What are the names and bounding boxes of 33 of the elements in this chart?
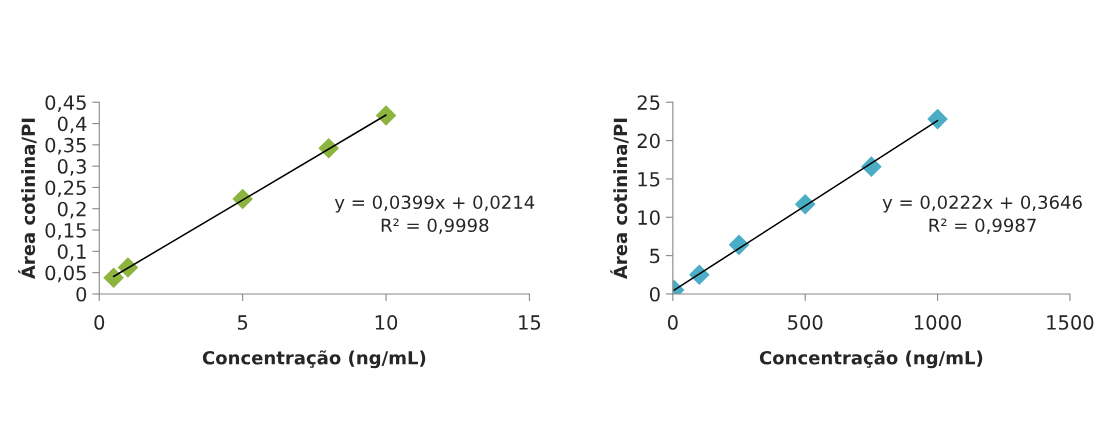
y-tick-label: 0,25: [45, 180, 86, 198]
y-tick-label: 0,2: [57, 201, 86, 219]
y-tick-label: 0,45: [45, 95, 86, 112]
y-axis-title: Área cotinina/PI: [610, 118, 629, 280]
y-tick-label: 0,05: [45, 265, 86, 283]
y-tick-label: 10: [638, 210, 660, 225]
y-tick-label: 0: [649, 286, 660, 302]
x-tick-label: 15: [519, 315, 541, 330]
point: [103, 267, 124, 289]
y-tick-label: 25: [637, 95, 660, 110]
x-axis-title: Concentração (ng/mL): [202, 350, 426, 369]
y-tick-label: 0,1: [57, 244, 86, 261]
y-tick-label: 0,4: [57, 116, 87, 134]
y-axis-title: Área cotinina/PI: [18, 118, 37, 280]
y-tick-label: 5: [650, 248, 660, 264]
y-tick-label: 0,35: [45, 137, 86, 155]
x-tick-label: 1500: [1047, 315, 1094, 330]
x-tick-label: 0: [94, 315, 105, 330]
y-tick-label: 0,3: [57, 159, 86, 176]
annotation: R² = 0,9987: [929, 218, 1036, 234]
y-tick-label: 0: [76, 286, 87, 302]
annotation: y = 0,0399x + 0,0214: [334, 195, 535, 213]
y-tick-label: 0,15: [45, 223, 86, 240]
x-tick-label: 500: [788, 315, 823, 330]
y-tick-label: 15: [638, 172, 660, 187]
annotation: y = 0,0222x + 0,3646: [882, 195, 1082, 213]
annotation: R² = 0,9998: [381, 218, 489, 234]
x-axis-title: Concentração (ng/mL): [759, 350, 983, 369]
x-tick-label: 5: [237, 315, 248, 330]
x-tick-label: 1000: [914, 315, 961, 330]
x-tick-label: 0: [667, 315, 678, 330]
x-tick-label: 10: [375, 315, 398, 330]
y-tick-label: 20: [637, 133, 660, 149]
